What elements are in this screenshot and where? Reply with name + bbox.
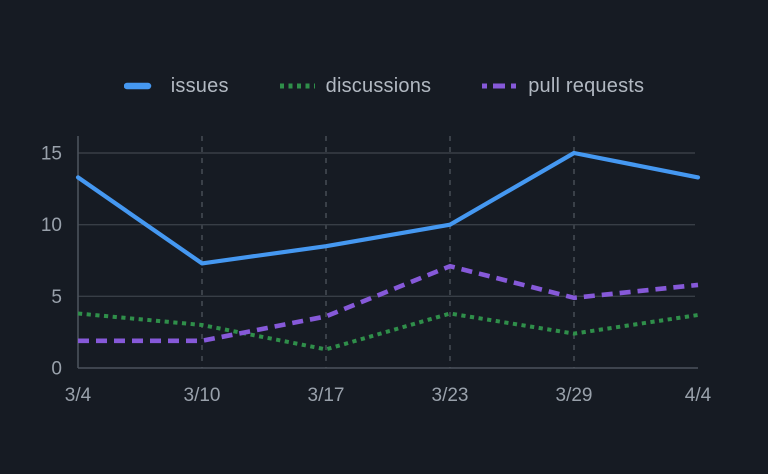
legend-label-discussions: discussions <box>325 75 432 97</box>
issues-swatch-icon <box>123 82 151 90</box>
pull-requests-line <box>78 263 699 344</box>
x-tick-label: 3/23 <box>432 385 469 406</box>
legend-label-pull-requests: pull requests <box>528 75 645 97</box>
legend-item-pull-requests[interactable]: pull requests <box>481 74 644 98</box>
y-tick-label: 10 <box>41 215 62 236</box>
legend-item-issues[interactable]: issues <box>123 74 229 98</box>
chart-legend: issues discussions pull requests <box>0 74 768 98</box>
pull-requests-swatch-icon <box>482 83 519 89</box>
discussions-swatch-icon <box>279 83 315 89</box>
x-tick-label: 3/4 <box>65 385 92 406</box>
x-tick-label: 3/17 <box>308 385 345 406</box>
x-tick-label: 4/4 <box>685 385 712 406</box>
discussions-line <box>77 311 699 352</box>
y-tick-label: 0 <box>51 359 62 380</box>
y-tick-label: 15 <box>41 144 62 165</box>
legend-item-discussions[interactable]: discussions <box>279 74 432 98</box>
issues-line <box>75 150 701 266</box>
x-tick-label: 3/29 <box>556 385 593 406</box>
y-tick-label: 5 <box>51 287 62 308</box>
x-tick-label: 3/10 <box>184 385 221 406</box>
legend-label-issues: issues <box>170 75 229 97</box>
